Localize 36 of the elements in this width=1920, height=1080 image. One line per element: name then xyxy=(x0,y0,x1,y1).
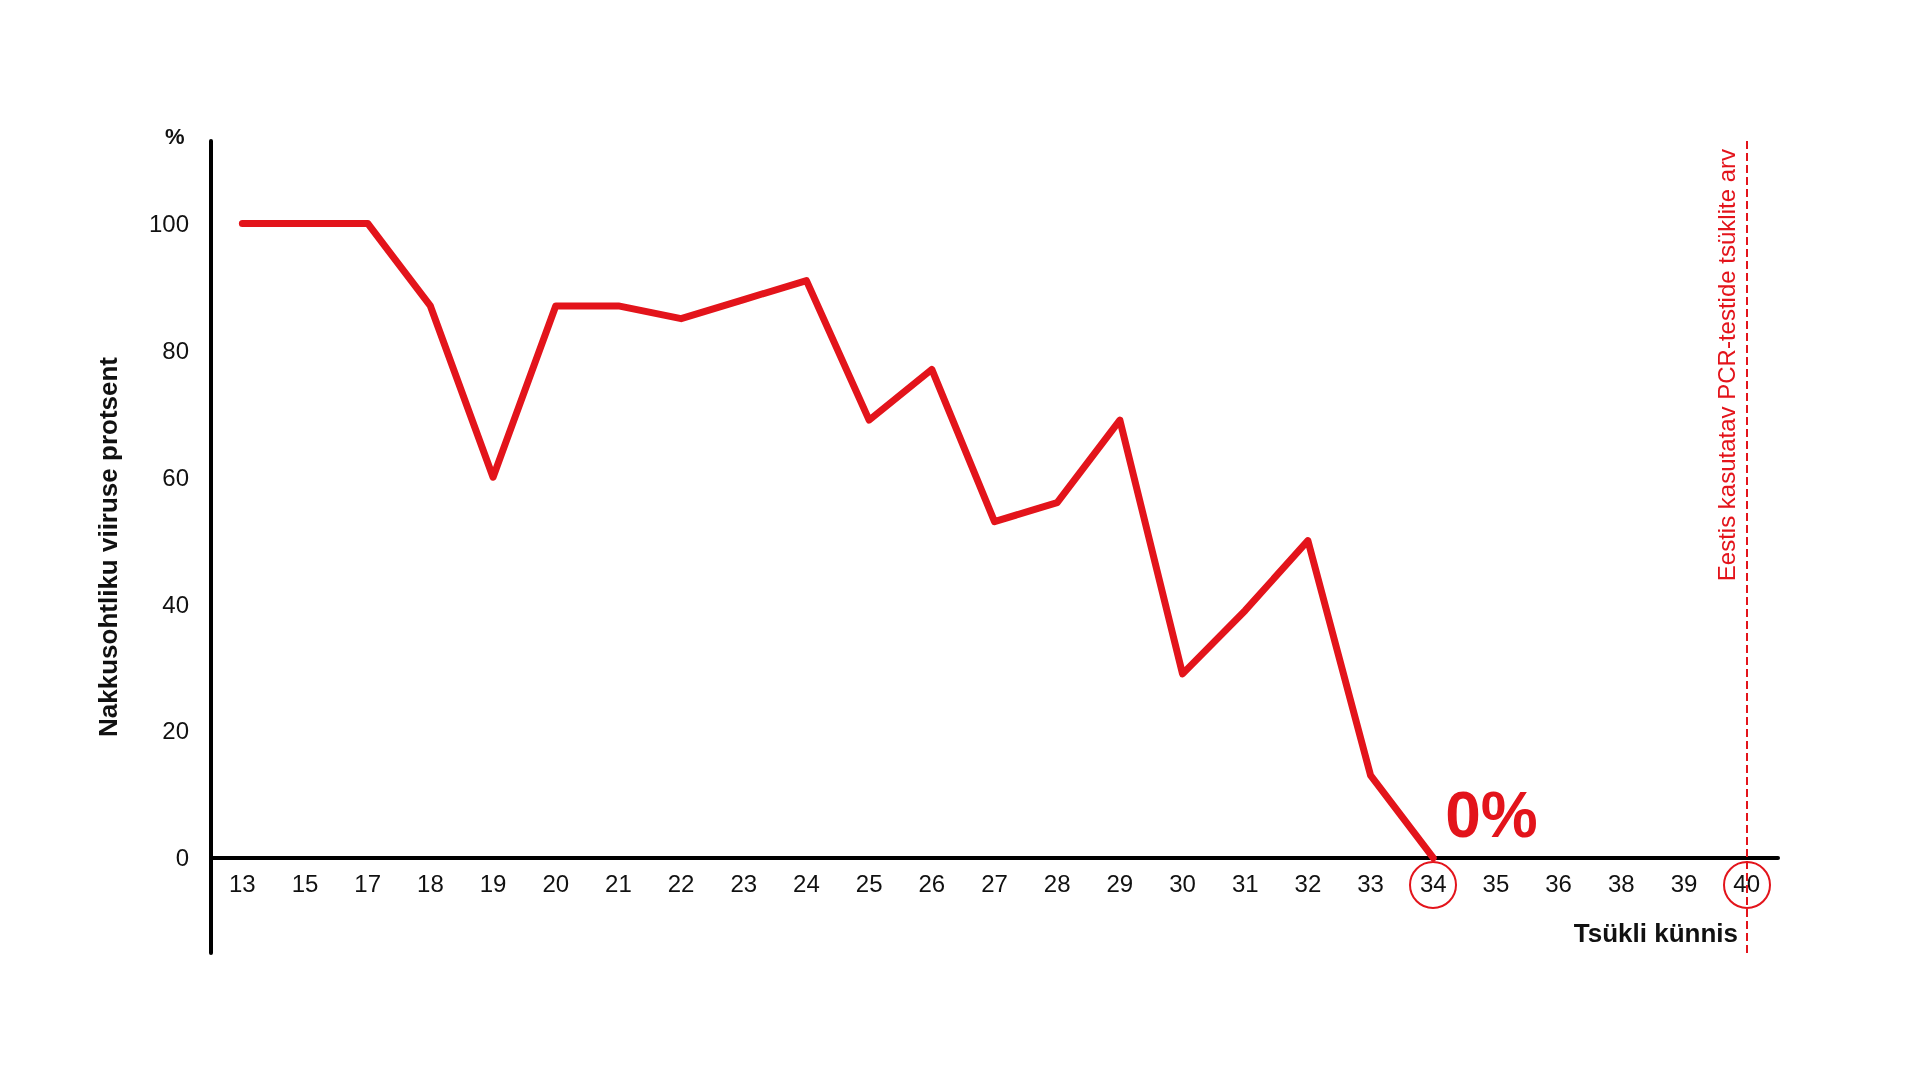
x-tick-label: 30 xyxy=(1169,870,1196,898)
y-tick-label: 60 xyxy=(162,463,189,491)
x-tick-label: 33 xyxy=(1357,870,1384,898)
x-tick-label: 13 xyxy=(228,870,256,898)
y-tick-label: 20 xyxy=(162,717,189,745)
x-tick-label: 25 xyxy=(855,870,883,898)
y-tick-label: 100 xyxy=(148,209,189,237)
x-tick-label: 19 xyxy=(479,870,507,898)
y-tick-label: 0 xyxy=(175,844,189,872)
x-tick-label: 15 xyxy=(291,870,319,898)
x-tick-label: 34 xyxy=(1419,870,1447,898)
x-tick-label: 31 xyxy=(1231,870,1259,898)
x-tick-label: 28 xyxy=(1043,870,1071,898)
x-tick-label: 32 xyxy=(1294,870,1322,898)
y-tick-label: 40 xyxy=(162,590,189,618)
x-tick-label: 18 xyxy=(417,870,444,898)
y-axis-title: Nakkusohtliku viiruse protsent xyxy=(93,356,123,737)
ref-line-label: Eestis kasutatav PCR-testide tsüklite arv xyxy=(1713,149,1741,582)
x-tick-label: 36 xyxy=(1545,870,1572,898)
x-tick-label: 35 xyxy=(1482,870,1510,898)
x-tick-label: 21 xyxy=(605,870,632,898)
x-tick-label: 17 xyxy=(354,870,382,898)
text: % xyxy=(165,123,185,149)
y-tick-label: 80 xyxy=(162,336,189,364)
annotation: 0% xyxy=(1445,777,1538,852)
x-tick-label: 26 xyxy=(918,870,946,898)
x-tick-label: 23 xyxy=(730,870,758,898)
x-tick-label: 20 xyxy=(542,870,570,898)
x-tick-label: 40 xyxy=(1733,870,1761,898)
x-tick-label: 22 xyxy=(667,870,695,898)
x-axis-title: Tsükli künnis xyxy=(1573,917,1738,948)
x-tick-label: 38 xyxy=(1607,870,1635,898)
x-tick-label: 24 xyxy=(793,870,820,898)
x-tick-label: 27 xyxy=(981,870,1008,898)
x-tick-label: 29 xyxy=(1106,870,1134,898)
x-tick-label: 39 xyxy=(1670,870,1698,898)
